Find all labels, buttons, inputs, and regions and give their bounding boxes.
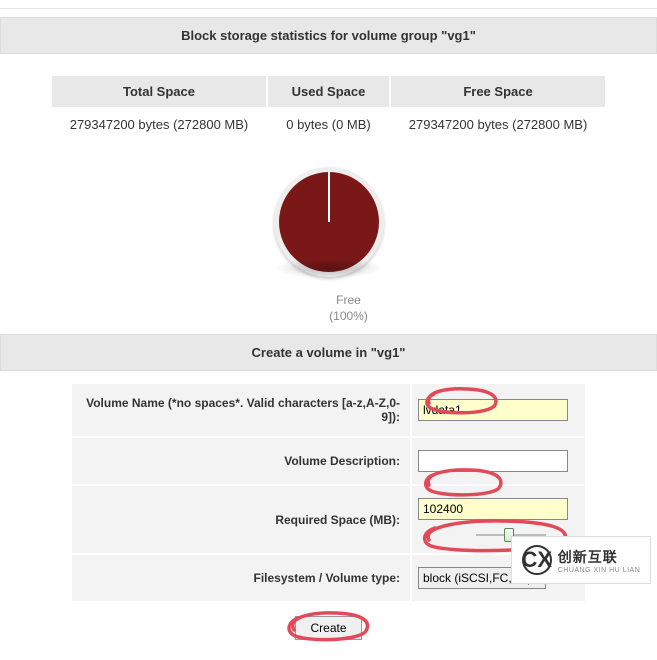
create-form-header: Create a volume in "vg1" [0,334,657,371]
stats-header: Block storage statistics for volume grou… [0,17,657,54]
create-volume-form: Volume Name (*no spaces*. Valid characte… [71,383,586,602]
stats-table: Total Space Used Space Free Space 279347… [50,74,608,142]
cell-free: 279347200 bytes (272800 MB) [391,109,606,140]
table-header-row: Total Space Used Space Free Space [52,76,606,107]
cell-used: 0 bytes (0 MB) [268,109,389,140]
col-used: Used Space [268,76,389,107]
volume-name-input[interactable] [418,399,568,421]
watermark-logo: CX 创新互联 CHUANG XIN HU LIAN [511,536,651,584]
pie-legend: Free (100%) [0,293,657,324]
table-row: 279347200 bytes (272800 MB) 0 bytes (0 M… [52,109,606,140]
create-button[interactable]: Create [295,616,361,640]
label-volume-name: Volume Name (*no spaces*. Valid characte… [71,383,411,437]
volume-desc-input[interactable] [418,450,568,472]
pie-slice-free [279,172,379,272]
required-space-input[interactable] [418,498,568,520]
pie-chart: Free (100%) [0,172,657,324]
col-free: Free Space [391,76,606,107]
col-total: Total Space [52,76,267,107]
divider-top [0,8,657,9]
cell-total: 279347200 bytes (272800 MB) [52,109,267,140]
label-fs-type: Filesystem / Volume type: [71,554,411,602]
logo-mark-icon: CX [522,545,552,575]
label-volume-desc: Volume Description: [71,437,411,485]
label-required-space: Required Space (MB): [71,485,411,554]
